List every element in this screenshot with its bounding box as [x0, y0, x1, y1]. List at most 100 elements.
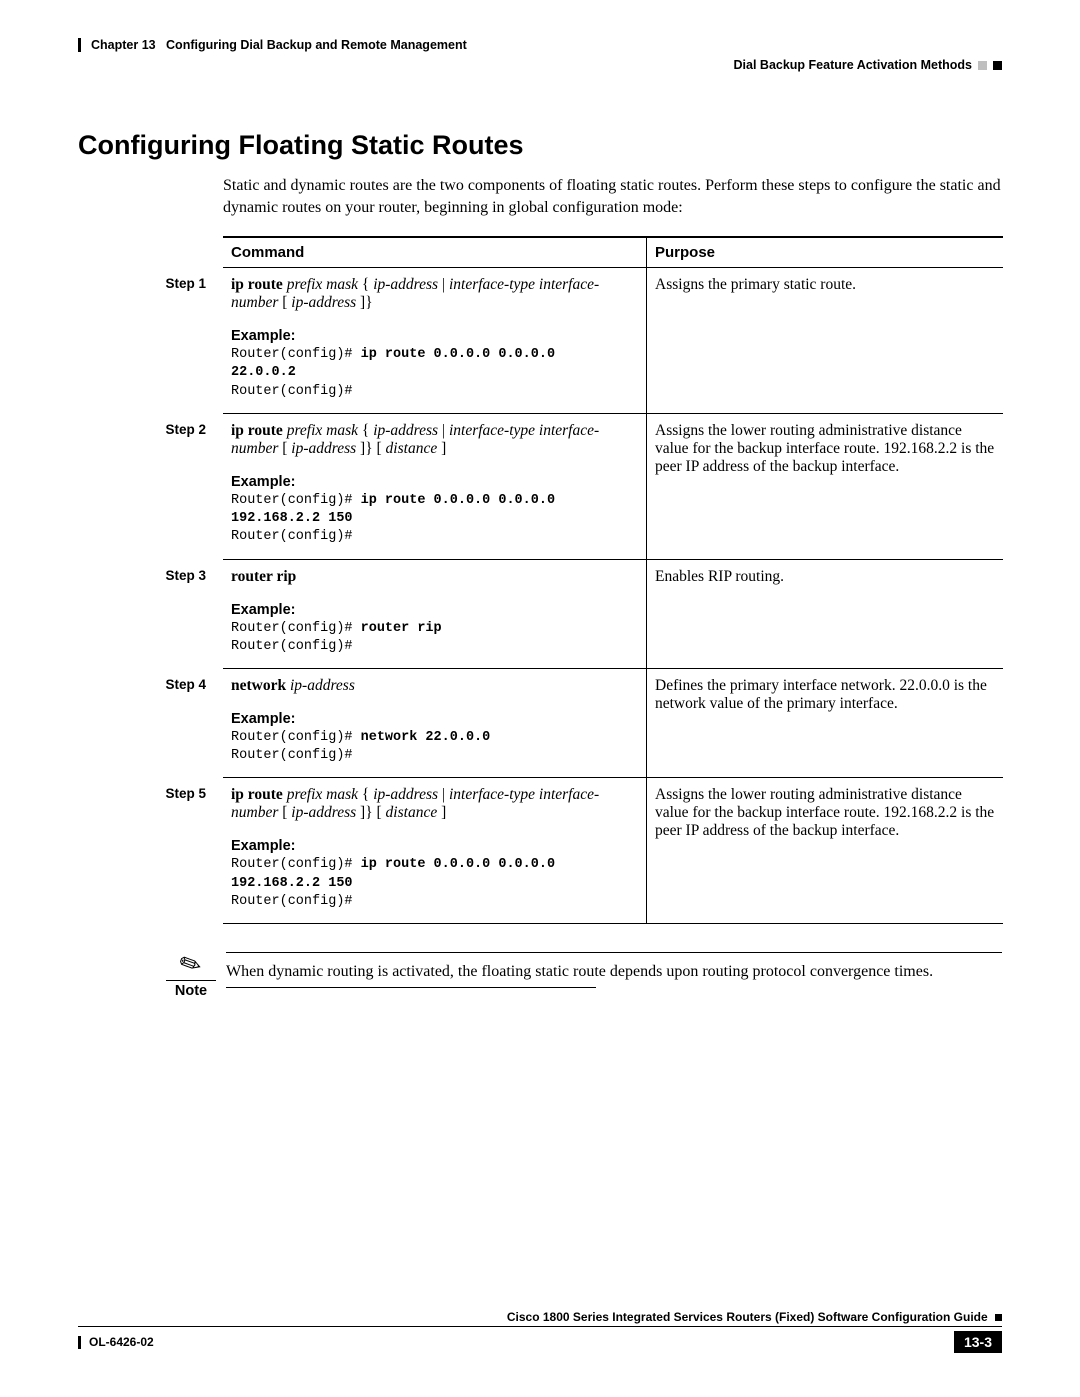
table-row: Step 3 router rip Example: Router(config… [223, 559, 1003, 668]
cmd-keyword: ip route [231, 786, 283, 803]
code-bold: ip route 0.0.0.0 0.0.0.0 [361, 493, 555, 508]
cmd-keyword: network [231, 677, 286, 694]
example-label: Example: [231, 602, 638, 618]
cmd-text: ] [441, 804, 446, 821]
code-text: Router(config)# [231, 347, 361, 362]
cmd-arg: ip-address [373, 422, 438, 439]
cmd-arg: ip-address [373, 786, 438, 803]
header-accent-bar [78, 38, 81, 52]
code-bold: 22.0.0.2 [231, 365, 296, 380]
note-label: Note [166, 980, 216, 999]
cmd-arg: ip-address [291, 804, 356, 821]
cmd-text: [ [282, 294, 287, 311]
purpose-text: Assigns the lower routing administrative… [647, 413, 1004, 559]
code-text: Router(config)# [231, 621, 361, 636]
example-label: Example: [231, 474, 638, 490]
page-footer: Cisco 1800 Series Integrated Services Ro… [78, 1310, 1002, 1353]
cmd-arg: prefix mask [287, 786, 358, 803]
code-bold: router rip [361, 621, 442, 636]
cmd-text: | [442, 422, 449, 439]
step-label: Step 2 [151, 422, 216, 437]
code-block: Router(config)# router rip Router(config… [231, 620, 638, 656]
table-row: Step 4 network ip-address Example: Route… [223, 668, 1003, 777]
intro-paragraph: Static and dynamic routes are the two co… [223, 175, 1002, 218]
note-icon-wrap: ✎ Note [166, 952, 216, 999]
example-label: Example: [231, 328, 638, 344]
footer-bottom: OL-6426-02 13-3 [78, 1331, 1002, 1353]
page-header: Chapter 13 Configuring Dial Backup and R… [78, 38, 1002, 80]
example-label: Example: [231, 711, 638, 727]
code-block: Router(config)# network 22.0.0.0 Router(… [231, 729, 638, 765]
header-left: Chapter 13 Configuring Dial Backup and R… [78, 38, 467, 52]
cmd-text: { [362, 276, 369, 293]
cmd-text: [ [282, 804, 287, 821]
code-text: Router(config)# [231, 857, 361, 872]
footer-top: Cisco 1800 Series Integrated Services Ro… [78, 1310, 1002, 1327]
code-text: Router(config)# [231, 730, 361, 745]
cmd-text: ] [441, 440, 446, 457]
command-syntax: ip route prefix mask { ip-address | inte… [231, 422, 638, 458]
example-label: Example: [231, 838, 638, 854]
header-right: Dial Backup Feature Activation Methods [734, 58, 1002, 72]
cmd-text: | [442, 786, 449, 803]
pencil-icon: ✎ [176, 949, 207, 982]
command-syntax: network ip-address [231, 677, 638, 695]
code-bold: 192.168.2.2 150 [231, 876, 353, 891]
cmd-text: | [442, 276, 449, 293]
code-bold: ip route 0.0.0.0 0.0.0.0 [361, 857, 555, 872]
cmd-keyword: ip route [231, 422, 283, 439]
note-body: When dynamic routing is activated, the f… [226, 963, 933, 980]
command-syntax: ip route prefix mask { ip-address | inte… [231, 786, 638, 822]
cmd-arg: ip-address [290, 677, 355, 694]
header-square-icon [978, 61, 987, 70]
code-text: Router(config)# [231, 748, 353, 763]
header-section-title: Dial Backup Feature Activation Methods [734, 58, 972, 72]
step-label: Step 5 [151, 786, 216, 801]
cmd-text: { [362, 786, 369, 803]
purpose-text: Enables RIP routing. [647, 559, 1004, 668]
note-block: ✎ Note When dynamic routing is activated… [166, 952, 1002, 999]
code-block: Router(config)# ip route 0.0.0.0 0.0.0.0… [231, 346, 638, 401]
note-text: When dynamic routing is activated, the f… [226, 952, 1002, 988]
cmd-text: ]} [ [360, 804, 382, 821]
step-label: Step 3 [151, 568, 216, 583]
cmd-arg: ip-address [291, 440, 356, 457]
steps-table: Command Purpose Step 1 ip route prefix m… [223, 236, 1003, 924]
footer-left: OL-6426-02 [78, 1335, 154, 1349]
code-bold: 192.168.2.2 150 [231, 511, 353, 526]
cmd-text: [ [282, 440, 287, 457]
cmd-arg: ip-address [373, 276, 438, 293]
cmd-keyword: ip route [231, 276, 283, 293]
code-bold: ip route 0.0.0.0 0.0.0.0 [361, 347, 555, 362]
page: Chapter 13 Configuring Dial Backup and R… [0, 0, 1080, 1397]
code-block: Router(config)# ip route 0.0.0.0 0.0.0.0… [231, 856, 638, 911]
code-text: Router(config)# [231, 493, 361, 508]
command-syntax: ip route prefix mask { ip-address | inte… [231, 276, 638, 312]
code-text: Router(config)# [231, 894, 353, 909]
code-block: Router(config)# ip route 0.0.0.0 0.0.0.0… [231, 492, 638, 547]
cmd-text: ]} [ [360, 440, 382, 457]
header-square-icon [993, 61, 1002, 70]
purpose-text: Defines the primary interface network. 2… [647, 668, 1004, 777]
cmd-arg: prefix mask [287, 276, 358, 293]
cmd-text: { [362, 422, 369, 439]
section-title: Configuring Floating Static Routes [78, 130, 1002, 161]
cmd-keyword: router rip [231, 568, 296, 585]
col-command-header: Command [223, 237, 647, 268]
guide-title: Cisco 1800 Series Integrated Services Ro… [507, 1310, 988, 1324]
cmd-text: ]} [360, 294, 373, 311]
table-row: Step 1 ip route prefix mask { ip-address… [223, 268, 1003, 414]
chapter-title: Configuring Dial Backup and Remote Manag… [166, 38, 467, 52]
code-text: Router(config)# [231, 384, 353, 399]
doc-id: OL-6426-02 [89, 1335, 154, 1349]
purpose-text: Assigns the primary static route. [647, 268, 1004, 414]
code-text: Router(config)# [231, 529, 353, 544]
step-label: Step 1 [151, 276, 216, 291]
table-row: Step 5 ip route prefix mask { ip-address… [223, 778, 1003, 924]
cmd-arg: prefix mask [287, 422, 358, 439]
code-bold: network 22.0.0.0 [361, 730, 491, 745]
footer-accent-bar [78, 1336, 81, 1349]
page-number: 13-3 [954, 1331, 1002, 1353]
command-syntax: router rip [231, 568, 638, 586]
cmd-arg: distance [386, 804, 438, 821]
